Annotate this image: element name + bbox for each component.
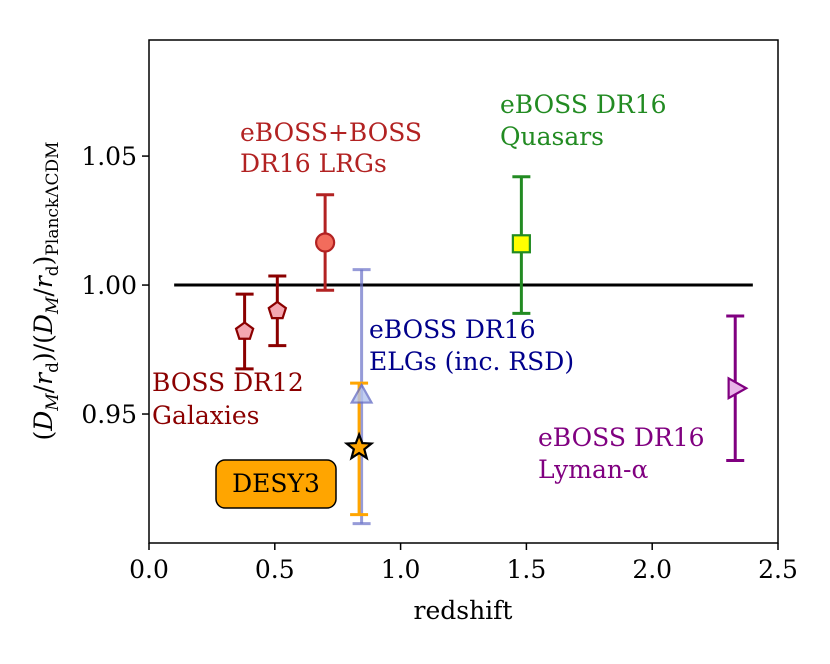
y-label-r: r: [29, 371, 58, 385]
x-tick-label: 0.0: [129, 555, 169, 584]
annotation-boss-line2: Galaxies: [152, 401, 260, 430]
y-label-M: M: [43, 393, 63, 412]
x-tick-label: 1.0: [381, 555, 421, 584]
y-label-open: (: [29, 431, 58, 441]
y-label-D: D: [29, 411, 58, 432]
y-tick-label: 1.05: [81, 142, 137, 171]
annotation-qso-line2: Quasars: [500, 122, 604, 151]
data-point: [727, 376, 749, 401]
y-axis-label: (DM/rd)/(DM/rd)PlanckΛCDM: [29, 141, 63, 440]
annotation-lrg-line1: eBOSS+BOSS: [240, 118, 422, 147]
annotation-lrg-line2: DR16 LRGs: [240, 149, 387, 178]
data-point: [234, 321, 255, 340]
desy3-label-box: [215, 459, 337, 509]
y-tick-label: 1.00: [81, 271, 137, 300]
x-axis-label: redshift: [414, 596, 513, 625]
data-point: [267, 300, 288, 320]
data-point: [349, 382, 374, 404]
data-point: [343, 431, 375, 461]
annotation-qso-line1: eBOSS DR16: [500, 90, 667, 119]
y-tick-label: 0.95: [81, 400, 137, 429]
y-label-M2: M: [43, 296, 63, 315]
y-label-close: ): [29, 352, 58, 362]
y-label-d2: d: [43, 265, 63, 276]
data-point: [511, 234, 531, 254]
annotation-boss-line1: BOSS DR12: [152, 368, 304, 397]
y-axis-ticks: 0.95 1.00 1.05: [81, 142, 149, 429]
x-tick-label: 1.5: [507, 555, 547, 584]
y-label-slash2: /: [29, 343, 58, 352]
annotation-elg-line1: eBOSS DR16: [369, 315, 536, 344]
y-label-slash: /: [29, 384, 58, 393]
annotation-lya-line1: eBOSS DR16: [538, 423, 705, 452]
y-label-r2: r: [29, 274, 58, 288]
x-axis-ticks: 0.0 0.5 1.0 1.5 2.0 2.5: [129, 543, 798, 584]
annotation-lya-line2: Lyman-α: [538, 455, 648, 484]
x-tick-label: 2.0: [632, 555, 672, 584]
y-label-D2: D: [29, 314, 58, 335]
svg-text:(DM/rd)/(DM/rd)PlanckΛCDM: (DM/rd)/(DM/rd)PlanckΛCDM: [29, 141, 63, 440]
annotation-desy3: DESY3: [232, 469, 320, 498]
y-label-d: d: [43, 362, 63, 373]
data-marks: [234, 175, 749, 526]
x-tick-label: 2.5: [758, 555, 798, 584]
data-point: [315, 232, 336, 253]
y-label-slash3: /: [29, 288, 58, 297]
y-label-subscript: PlanckΛCDM: [43, 141, 63, 255]
y-label-close2: ): [29, 256, 58, 266]
plot-frame: [148, 39, 779, 544]
annotation-elg-line2: ELGs (inc. RSD): [369, 347, 574, 376]
x-tick-label: 0.5: [255, 555, 295, 584]
y-label-open2: (: [29, 334, 58, 344]
